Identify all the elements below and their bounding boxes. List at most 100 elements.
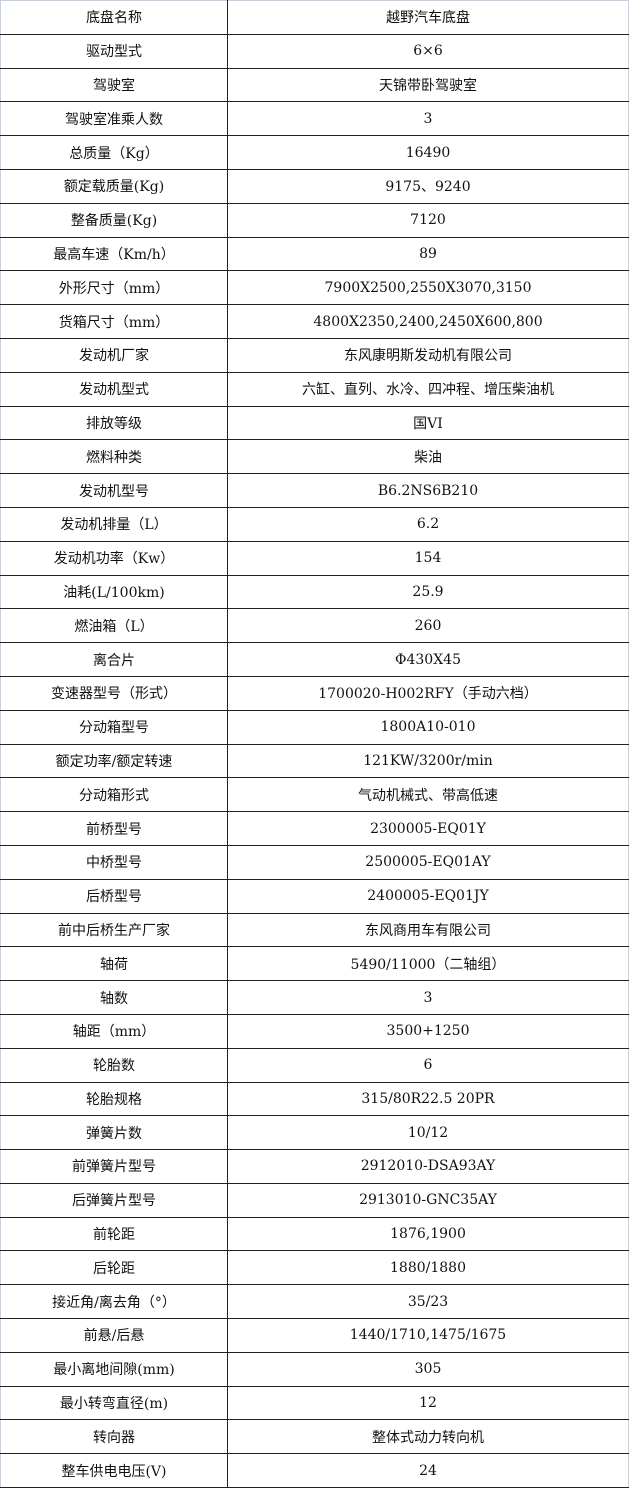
table-row: 前桥型号 2300005-EQ01Y (0, 811, 629, 846)
spec-name-cell: 油耗(L/100km) (0, 574, 228, 610)
table-row: 货箱尺寸（mm） 4800X2350,2400,2450X600,800 (0, 304, 629, 339)
spec-name-cell: 分动箱形式 (0, 777, 228, 813)
spec-value-cell: 7120 (227, 202, 629, 238)
spec-value-cell: 六缸、直列、水冷、四冲程、增压柴油机 (227, 371, 629, 407)
table-row: 轴数 3 (0, 980, 629, 1015)
spec-value-cell: 2912010-DSA93AY (227, 1149, 629, 1184)
spec-name-cell: 驱动型式 (0, 33, 228, 69)
table-row: 轴荷 5490/11000（二轴组） (0, 946, 629, 982)
table-row: 前轮距 1876,1900 (0, 1216, 629, 1252)
spec-name-cell: 发动机厂家 (0, 337, 228, 373)
spec-name-cell: 底盘名称 (0, 0, 228, 35)
table-row: 转向器 整体式动力转向机 (0, 1419, 629, 1455)
spec-value-cell: 260 (227, 608, 629, 644)
table-row: 总质量（Kg） 16490 (0, 135, 629, 170)
spec-name-cell: 轴荷 (0, 946, 228, 982)
table-row: 后弹簧片型号 2913010-GNC35AY (0, 1182, 629, 1218)
spec-value-cell: 1440/1710,1475/1675 (227, 1318, 629, 1353)
spec-name-cell: 整备质量(Kg) (0, 202, 228, 238)
spec-name-cell: 驾驶室 (0, 67, 228, 103)
table-row: 轮胎规格 315/80R22.5 20PR (0, 1081, 629, 1117)
table-row: 发动机型号 B6.2NS6B210 (0, 473, 629, 508)
spec-name-cell: 前中后桥生产厂家 (0, 912, 228, 948)
spec-name-cell: 轮胎规格 (0, 1081, 228, 1117)
table-row: 前悬/后悬 1440/1710,1475/1675 (0, 1318, 629, 1353)
table-row: 发动机功率（Kw） 154 (0, 540, 629, 576)
spec-name-cell: 前桥型号 (0, 811, 228, 846)
spec-value-cell: 1700020-H002RFY（手动六档） (227, 675, 629, 711)
table-row: 油耗(L/100km) 25.9 (0, 574, 629, 610)
spec-value-cell: 10/12 (227, 1115, 629, 1151)
spec-name-cell: 整车供电电压(V) (0, 1453, 228, 1488)
spec-name-cell: 弹簧片数 (0, 1115, 228, 1151)
table-row: 轴距（mm） 3500+1250 (0, 1013, 629, 1049)
spec-name-cell: 轴数 (0, 980, 228, 1015)
spec-name-cell: 额定功率/额定转速 (0, 743, 228, 779)
spec-name-cell: 离合片 (0, 642, 228, 677)
spec-name-cell: 转向器 (0, 1419, 228, 1455)
spec-name-cell: 发动机型式 (0, 371, 228, 407)
spec-name-cell: 发动机功率（Kw） (0, 540, 228, 576)
spec-value-cell: 315/80R22.5 20PR (227, 1081, 629, 1117)
table-row: 整备质量(Kg) 7120 (0, 202, 629, 238)
table-row: 变速器型号（形式） 1700020-H002RFY（手动六档） (0, 675, 629, 711)
spec-value-cell: 6.2 (227, 506, 629, 542)
spec-value-cell: 4800X2350,2400,2450X600,800 (227, 304, 629, 339)
table-row: 最小离地间隙(mm) 305 (0, 1351, 629, 1387)
spec-value-cell: 5490/11000（二轴组） (227, 946, 629, 982)
table-row: 驱动型式 6×6 (0, 33, 629, 69)
table-row: 中桥型号 2500005-EQ01AY (0, 844, 629, 880)
table-row: 额定载质量(Kg) 9175、9240 (0, 168, 629, 204)
spec-name-cell: 接近角/离去角（°） (0, 1284, 228, 1320)
spec-value-cell: 2300005-EQ01Y (227, 811, 629, 846)
table-row: 额定功率/额定转速 121KW/3200r/min (0, 743, 629, 779)
table-row: 外形尺寸（mm） 7900X2500,2550X3070,3150 (0, 270, 629, 306)
table-row: 排放等级 国VI (0, 405, 629, 441)
table-row: 后轮距 1880/1880 (0, 1250, 629, 1286)
spec-value-cell: 越野汽车底盘 (227, 0, 629, 35)
spec-value-cell: 3 (227, 980, 629, 1015)
spec-value-cell: 东风商用车有限公司 (227, 912, 629, 948)
spec-name-cell: 燃油箱（L） (0, 608, 228, 644)
spec-value-cell: 1876,1900 (227, 1216, 629, 1252)
table-row: 轮胎数 6 (0, 1047, 629, 1083)
spec-value-cell: 89 (227, 236, 629, 272)
table-row: 分动箱形式 气动机械式、带高低速 (0, 777, 629, 813)
spec-value-cell: B6.2NS6B210 (227, 473, 629, 508)
spec-name-cell: 前弹簧片型号 (0, 1149, 228, 1184)
table-row: 离合片 Φ430X45 (0, 642, 629, 677)
spec-name-cell: 变速器型号（形式） (0, 675, 228, 711)
spec-value-cell: 气动机械式、带高低速 (227, 777, 629, 813)
table-row: 分动箱型号 1800A10-010 (0, 709, 629, 745)
spec-name-cell: 最小转弯直径(m) (0, 1385, 228, 1421)
spec-value-cell: 6×6 (227, 33, 629, 69)
table-row: 前弹簧片型号 2912010-DSA93AY (0, 1149, 629, 1184)
spec-value-cell: 24 (227, 1453, 629, 1488)
spec-value-cell: 1880/1880 (227, 1250, 629, 1286)
spec-name-cell: 发动机排量（L） (0, 506, 228, 542)
spec-value-cell: Φ430X45 (227, 642, 629, 677)
spec-value-cell: 16490 (227, 135, 629, 170)
table-row: 发动机厂家 东风康明斯发动机有限公司 (0, 337, 629, 373)
spec-value-cell: 整体式动力转向机 (227, 1419, 629, 1455)
table-row: 驾驶室准乘人数 3 (0, 101, 629, 137)
spec-value-cell: 2913010-GNC35AY (227, 1182, 629, 1218)
table-row: 驾驶室 天锦带卧驾驶室 (0, 67, 629, 103)
spec-name-cell: 外形尺寸（mm） (0, 270, 228, 306)
table-row: 发动机排量（L） 6.2 (0, 506, 629, 542)
spec-value-cell: 1800A10-010 (227, 709, 629, 745)
table-row: 接近角/离去角（°） 35/23 (0, 1284, 629, 1320)
spec-value-cell: 国VI (227, 405, 629, 441)
spec-name-cell: 燃料种类 (0, 439, 228, 475)
spec-value-cell: 3 (227, 101, 629, 137)
spec-value-cell: 9175、9240 (227, 168, 629, 204)
table-row: 燃料种类 柴油 (0, 439, 629, 475)
spec-name-cell: 轮胎数 (0, 1047, 228, 1083)
spec-name-cell: 额定载质量(Kg) (0, 168, 228, 204)
table-row: 最高车速（Km/h） 89 (0, 236, 629, 272)
table-row: 底盘名称 越野汽车底盘 (0, 0, 629, 35)
spec-name-cell: 最高车速（Km/h） (0, 236, 228, 272)
spec-value-cell: 154 (227, 540, 629, 576)
